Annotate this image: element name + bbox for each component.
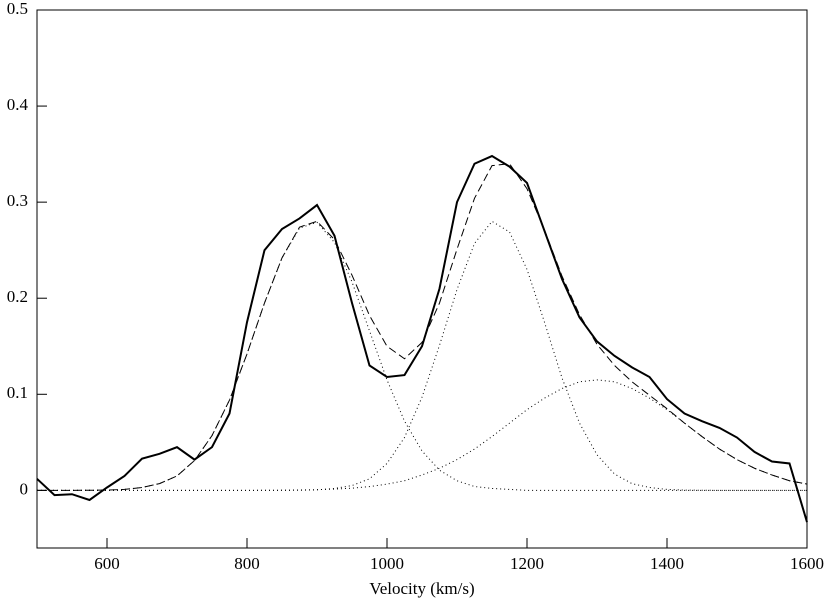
data-line <box>36 154 808 523</box>
data-line <box>37 379 808 491</box>
y-tick-label: 0.5 <box>7 0 28 18</box>
x-tick-label: 1200 <box>510 554 544 573</box>
x-tick-label: 1600 <box>790 554 824 573</box>
data-line <box>37 163 808 491</box>
data-line <box>37 221 807 491</box>
x-tick-label: 800 <box>234 554 260 573</box>
x-axis-label: Velocity (km/s) <box>369 579 474 598</box>
x-tick-label: 1000 <box>370 554 404 573</box>
y-tick-label: 0.1 <box>7 383 28 402</box>
y-tick-label: 0.4 <box>7 95 29 114</box>
y-tick-label: 0 <box>20 479 29 498</box>
plot-frame <box>36 9 808 549</box>
y-tick-label: 0.3 <box>7 191 28 210</box>
x-tick-label: 1400 <box>650 554 684 573</box>
y-tick-label: 0.2 <box>7 287 28 306</box>
x-tick-label: 600 <box>94 554 120 573</box>
